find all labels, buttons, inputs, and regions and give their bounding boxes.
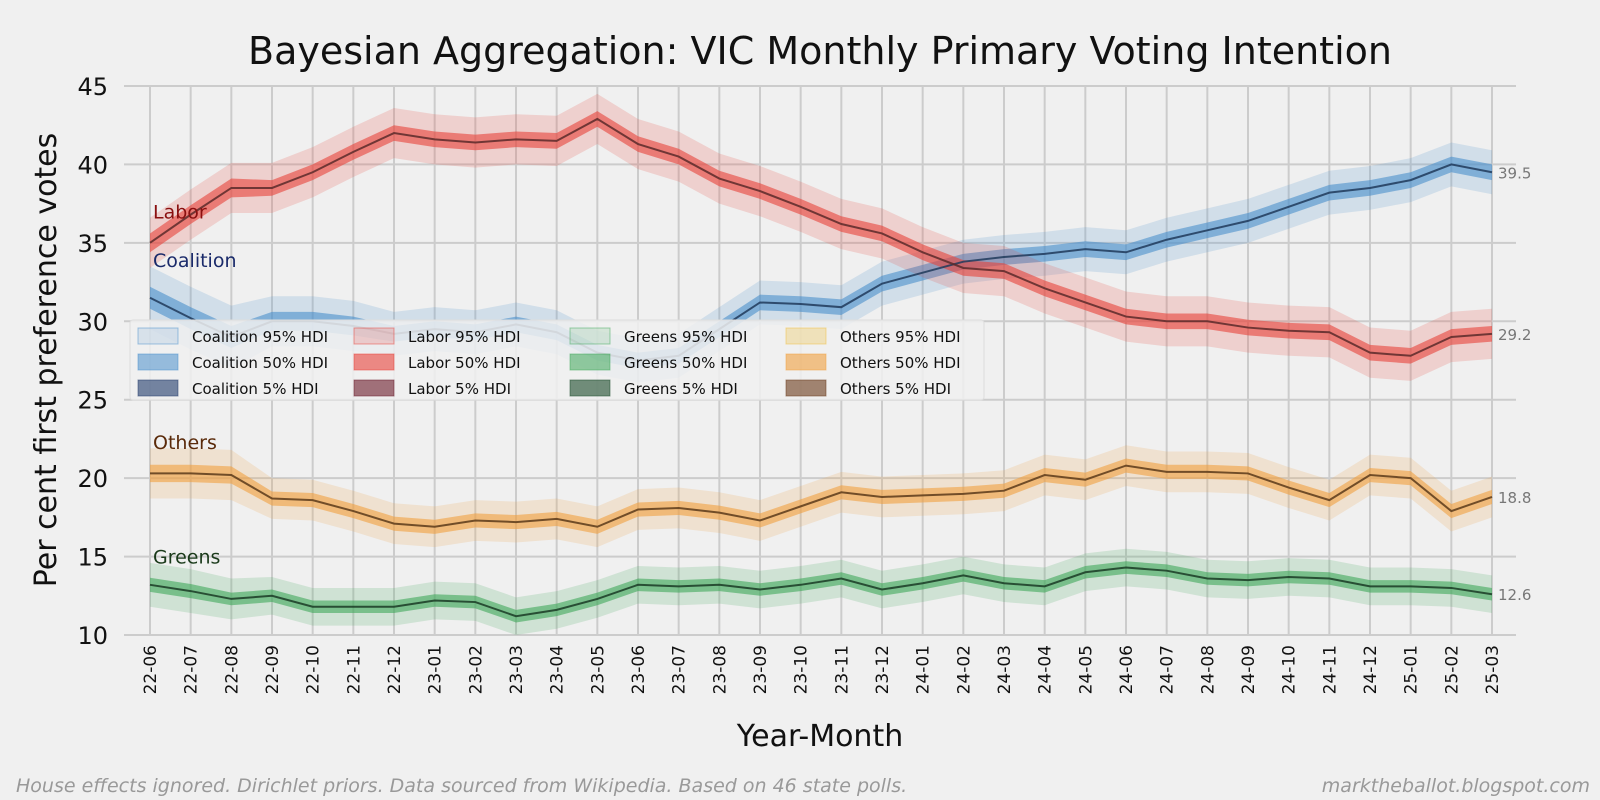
x-tick-label: 24-02: [954, 645, 974, 694]
x-tick-label: 24-04: [1036, 645, 1056, 694]
x-tick-label: 24-09: [1239, 645, 1259, 694]
y-axis-label: Per cent first preference votes: [29, 133, 64, 588]
legend-swatch: [569, 353, 611, 371]
x-tick-label: 23-03: [507, 645, 527, 694]
legend-swatch: [353, 353, 395, 371]
coalition-end-label: 39.5: [1498, 164, 1531, 182]
legend-swatch: [569, 327, 611, 345]
x-tick-label: 22-10: [304, 645, 324, 694]
x-tick-label: 23-09: [751, 645, 771, 694]
x-tick-label: 24-12: [1361, 645, 1381, 694]
y-tick-label: 25: [77, 387, 108, 415]
legend-swatch: [353, 327, 395, 345]
coalition-series-label: Coalition: [153, 250, 237, 272]
legend-item-label: Labor 50% HDI: [408, 354, 521, 372]
others-end-label: 18.8: [1498, 489, 1531, 507]
y-tick-label: 35: [77, 230, 108, 258]
legend-item-label: Labor 5% HDI: [408, 380, 511, 398]
greens-hdi50-band: [150, 561, 1492, 623]
legend-item-label: Coalition 95% HDI: [192, 328, 328, 346]
x-tick-label: 22-11: [344, 645, 364, 694]
legend-item-label: Greens 50% HDI: [624, 354, 747, 372]
legend-box: [129, 319, 985, 401]
others-series-label: Others: [153, 432, 217, 454]
x-tick-label: 25-03: [1483, 645, 1503, 694]
x-axis-label: Year-Month: [736, 719, 903, 754]
x-tick-label: 24-06: [1117, 645, 1137, 694]
y-tick-label: 20: [77, 465, 108, 493]
x-tick-label: 24-11: [1320, 645, 1340, 694]
legend-item-label: Others 95% HDI: [840, 328, 961, 346]
legend-swatch: [137, 379, 179, 397]
x-tick-label: 22-12: [385, 645, 405, 694]
x-tick-label: 23-07: [670, 645, 690, 694]
y-tick-label: 40: [77, 151, 108, 179]
others-hdi50-band: [150, 458, 1492, 534]
legend-swatch: [785, 327, 827, 345]
x-tick-label: 23-02: [466, 645, 486, 694]
x-tick-label: 25-02: [1442, 645, 1462, 694]
y-tick-label: 10: [77, 622, 108, 650]
x-tick-label: 23-11: [832, 645, 852, 694]
legend-swatch: [137, 353, 179, 371]
labor-hdi95-band: [150, 93, 1492, 381]
legend-swatch: [353, 379, 395, 397]
legend-item-label: Greens 95% HDI: [624, 328, 747, 346]
chart-title: Bayesian Aggregation: VIC Monthly Primar…: [248, 29, 1392, 73]
x-tick-label: 25-01: [1402, 645, 1422, 694]
x-tick-label: 24-03: [995, 645, 1015, 694]
legend-swatch: [569, 379, 611, 397]
legend-swatch: [137, 327, 179, 345]
legend-item-label: Others 5% HDI: [840, 380, 951, 398]
x-axis-ticks: 22-06 22-07 22-08 22-09 22-10 22-11 22-12 23-01…: [141, 645, 1503, 694]
legend-swatch: [785, 379, 827, 397]
y-axis-ticks: 10 15 20 25 30 35 40 45: [77, 73, 108, 650]
legend-item-label: Labor 95% HDI: [408, 328, 521, 346]
x-tick-label: 23-08: [710, 645, 730, 694]
others-median-line: [150, 464, 1493, 528]
x-tick-label: 22-07: [182, 645, 202, 694]
legend: Coalition 95% HDI Coalition 50% HDI Coalit…: [129, 319, 985, 401]
end-value-labels: 39.5 29.2 12.6 18.8: [1498, 164, 1531, 604]
series-labels: Coalition Labor Greens Others: [153, 201, 237, 568]
x-tick-label: 22-09: [263, 645, 283, 694]
x-tick-label: 24-08: [1198, 645, 1218, 694]
legend-item-label: Coalition 5% HDI: [192, 380, 319, 398]
x-tick-label: 23-06: [629, 645, 649, 694]
legend-item-label: Others 50% HDI: [840, 354, 961, 372]
x-tick-label: 22-06: [141, 645, 161, 694]
y-tick-label: 30: [77, 308, 108, 336]
x-tick-label: 22-08: [222, 645, 242, 694]
x-tick-label: 24-05: [1076, 645, 1096, 694]
x-tick-label: 23-05: [588, 645, 608, 694]
greens-median-line: [149, 566, 1493, 618]
footnote-right: marktheballot.blogspot.com: [1322, 775, 1590, 797]
labor-median-line: [149, 117, 1493, 357]
y-tick-label: 45: [77, 73, 108, 101]
x-tick-label: 24-01: [914, 645, 934, 694]
y-tick-label: 15: [77, 544, 108, 572]
median-lines: [149, 117, 1493, 618]
greens-end-label: 12.6: [1498, 586, 1531, 604]
legend-item-label: Coalition 50% HDI: [192, 354, 328, 372]
x-tick-label: 23-01: [426, 645, 446, 694]
labor-end-label: 29.2: [1498, 326, 1531, 344]
footnote-left: House effects ignored. Dirichlet priors.…: [16, 775, 907, 797]
x-tick-label: 24-10: [1280, 645, 1300, 694]
x-tick-label: 23-04: [548, 645, 568, 694]
x-tick-label: 23-10: [792, 645, 812, 694]
labor-series-label: Labor: [153, 201, 207, 223]
x-tick-label: 24-07: [1158, 645, 1178, 694]
legend-item-label: Greens 5% HDI: [624, 380, 738, 398]
greens-series-label: Greens: [153, 547, 220, 569]
x-tick-label: 23-12: [873, 645, 893, 694]
legend-swatch: [785, 353, 827, 371]
